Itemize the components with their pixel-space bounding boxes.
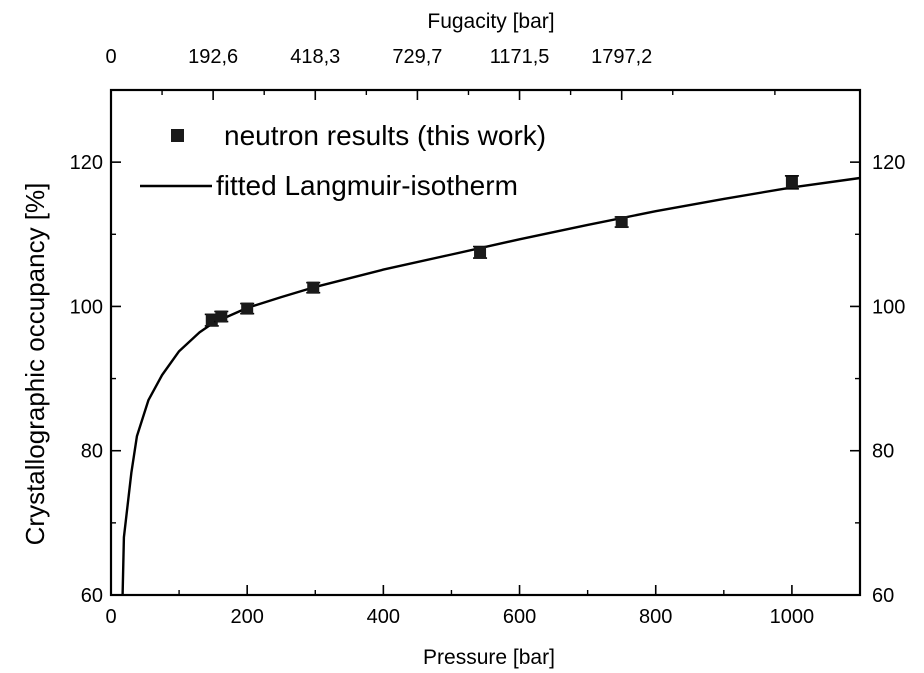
- y-right-tick-label: 120: [872, 152, 905, 174]
- x-tick-label: 200: [230, 606, 263, 628]
- x-axis-title: Pressure [bar]: [423, 646, 555, 669]
- data-point: [474, 246, 487, 259]
- y-right-tick-label: 80: [872, 441, 894, 463]
- fitted-langmuir-line: [121, 176, 861, 596]
- data-point: [215, 310, 228, 323]
- top-tick-label: 192,6: [188, 46, 238, 68]
- plot-frame: [109, 88, 862, 597]
- data-point: [785, 176, 798, 189]
- legend: neutron results (this work) fitted Langmu…: [140, 120, 546, 201]
- y-left-tick-label: 80: [81, 441, 103, 463]
- y-right-tick-label: 100: [872, 296, 905, 318]
- top-axis-title: Fugacity [bar]: [427, 10, 554, 33]
- axis-ticks: [110, 90, 860, 596]
- x-tick-label: 600: [503, 606, 536, 628]
- top-tick-label: 0: [105, 46, 116, 68]
- plot-border: [109, 88, 862, 597]
- data-point: [615, 216, 628, 229]
- legend-label-neutron: neutron results (this work): [224, 120, 546, 151]
- data-point: [241, 302, 254, 315]
- data-point: [307, 281, 320, 294]
- data-point: [205, 314, 218, 327]
- x-tick-label: 800: [639, 606, 672, 628]
- y-right-tick-label: 60: [872, 585, 894, 607]
- y-left-tick-label: 100: [70, 296, 103, 318]
- series-layer: [121, 175, 861, 596]
- x-tick-label: 0: [105, 606, 116, 628]
- top-tick-label: 729,7: [392, 46, 442, 68]
- top-tick-label: 418,3: [290, 46, 340, 68]
- y-left-tick-label: 120: [70, 152, 103, 174]
- x-tick-label: 1000: [770, 606, 815, 628]
- tick-labels: 0 200 400 600 800 1000 60 60 80 80 100 100 120 120 0 19…: [70, 46, 906, 628]
- y-left-tick-label: 60: [81, 585, 103, 607]
- legend-label-langmuir: fitted Langmuir-isotherm: [216, 170, 518, 201]
- legend-marker-neutron: [171, 129, 184, 142]
- x-tick-label: 400: [367, 606, 400, 628]
- top-tick-label: 1171,5: [490, 46, 550, 68]
- y-axis-title: Crystallographic occupancy [%]: [20, 183, 50, 546]
- top-tick-label: 1797,2: [591, 46, 652, 68]
